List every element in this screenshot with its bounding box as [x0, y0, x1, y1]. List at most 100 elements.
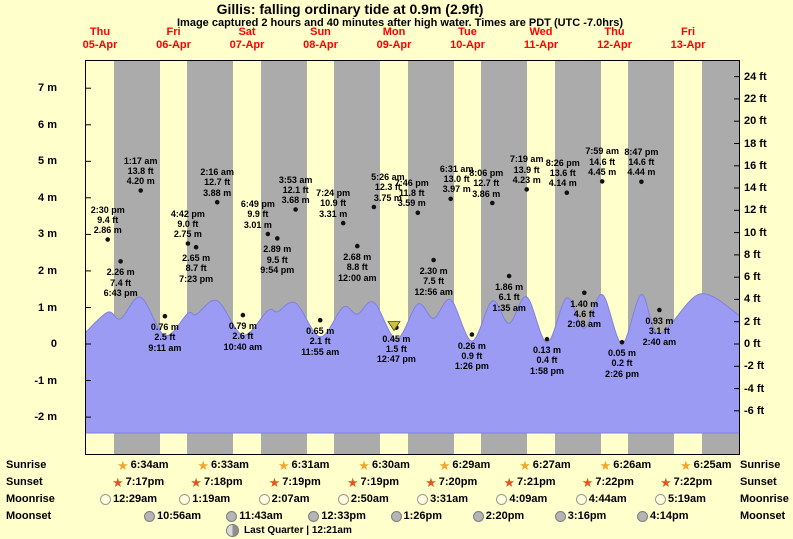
moonrise-icon — [575, 494, 587, 505]
tide-label-line2: 9.9 ft — [247, 209, 269, 220]
meter-tick-label: 3 m — [38, 228, 57, 241]
tide-label-line1: 1.40 m — [570, 298, 599, 309]
moonset-time-text: 10:56am — [157, 510, 202, 522]
tide-label-line3: 4.20 m — [126, 176, 155, 187]
tide-label-line2: 2.5 ft — [154, 332, 176, 343]
sunset-row-label-right: Sunset — [740, 476, 777, 488]
moonset-time: 3:16pm — [554, 510, 606, 523]
tide-label-line2: 9.4 ft — [97, 214, 119, 225]
feet-tick-label: -6 ft — [744, 404, 765, 417]
moonset-icon — [308, 511, 320, 522]
meter-tick-label: -1 m — [34, 374, 57, 387]
tide-label-line1: 8:26 pm — [545, 157, 580, 168]
tide-label-line2: 12.7 ft — [204, 177, 231, 188]
feet-tick-label: 12 ft — [744, 204, 767, 217]
moonset-time: 12:33pm — [308, 510, 366, 523]
tide-curve — [85, 293, 740, 434]
moonset-time: 1:26pm — [390, 510, 442, 523]
sunset-time: ★ 7:22pm — [660, 476, 712, 489]
tide-point-dot — [275, 236, 280, 241]
tide-point-dot — [506, 273, 512, 279]
feet-tick-label: 0 ft — [744, 338, 761, 350]
sunrise-time-text: 6:34am — [130, 459, 169, 471]
tide-event-label: 2.65 m 8.7 ft 7:23 pm — [162, 253, 230, 284]
tide-label-line3: 4.23 m — [512, 174, 541, 185]
sunset-time-text: 7:17pm — [125, 476, 165, 488]
tide-event-label: 0.79 m 2.6 ft 10:40 am — [209, 321, 277, 352]
sunrise-time-text: 6:27am — [532, 459, 571, 471]
tide-point-dot — [162, 313, 168, 319]
tide-label-line3: 10:40 am — [223, 341, 263, 352]
tide-point-dot — [185, 241, 191, 246]
day-of-week: Tue — [458, 26, 477, 38]
tide-event-label: 2.30 m 7.5 ft 12:56 am — [400, 266, 468, 297]
sunrise-time: ★ 6:34am — [117, 459, 169, 472]
day-date: 10-Apr — [450, 39, 485, 51]
tide-label-line2: 12.1 ft — [282, 184, 309, 195]
sunrise-time-text: 6:29am — [452, 459, 491, 471]
moonset-time: 10:56am — [144, 510, 201, 523]
sunrise-time: ★ 6:33am — [197, 459, 249, 472]
tide-event-label: 4:42 pm 9.0 ft 2.75 m — [154, 209, 222, 240]
tide-label-line1: 4:42 pm — [170, 208, 205, 219]
tide-point-dot — [371, 204, 377, 210]
sunset-time-text: 7:22pm — [673, 476, 713, 488]
day-header: Thu 05-Apr — [64, 26, 136, 52]
moonrise-icon — [655, 494, 666, 505]
moonset-row-label-right: Moonset — [740, 510, 786, 522]
last-quarter-moon-icon — [226, 524, 239, 537]
feet-tick-label: 6 ft — [744, 271, 761, 284]
tide-point-dot — [564, 190, 570, 195]
sunset-time-text: 7:22pm — [595, 476, 634, 488]
moonrise-icon — [258, 494, 270, 505]
meter-tick-label: 7 m — [38, 82, 57, 95]
sunrise-star-icon: ★ — [358, 458, 370, 473]
sunset-row-label-left: Sunset — [6, 476, 43, 488]
tide-label-line3: 1:26 pm — [454, 361, 489, 372]
moonset-time-text: 4:14pm — [650, 510, 689, 522]
sunset-time: ★ 7:20pm — [425, 476, 477, 489]
moonset-time-text: 11:43am — [239, 510, 283, 522]
tide-point-dot — [340, 220, 346, 226]
tide-label-line3: 2.86 m — [93, 225, 122, 236]
day-date: 08-Apr — [303, 39, 338, 51]
moonset-icon — [554, 511, 566, 522]
day-of-week: Fri — [680, 26, 696, 38]
sunset-star-icon: ★ — [425, 475, 437, 490]
moonset-icon — [226, 511, 238, 522]
moonrise-row-label-left: Moonrise — [6, 493, 55, 505]
tide-label-line2: 13.9 ft — [513, 164, 540, 175]
day-of-week: Wed — [529, 26, 553, 38]
tide-event-label: 7:46 pm 11.8 ft 3.59 m — [378, 178, 446, 209]
tide-point-dot — [214, 199, 220, 205]
tide-label-line1: 7:24 pm — [316, 188, 351, 199]
moonrise-time: 3:31am — [417, 493, 468, 506]
tide-label-line3: 4.45 m — [588, 166, 617, 177]
tide-point-dot — [639, 179, 644, 185]
feet-tick-label: 16 ft — [744, 159, 767, 172]
moonrise-time-text: 4:09am — [509, 493, 548, 505]
tide-point-dot — [619, 339, 625, 345]
tide-event-label: 2.89 m 9.5 ft 9:54 pm — [243, 244, 311, 275]
day-of-week: Thu — [604, 26, 625, 38]
tide-event-label: 1:17 am 13.8 ft 4.20 m — [107, 156, 175, 187]
feet-tick-label: 18 ft — [744, 137, 767, 150]
sunset-star-icon: ★ — [503, 475, 516, 490]
sunrise-time: ★ 6:30am — [358, 459, 410, 472]
tide-label-line3: 4.14 m — [548, 178, 577, 189]
tide-point-dot — [544, 336, 550, 342]
sunrise-star-icon: ★ — [438, 458, 451, 473]
tide-point-dot — [317, 317, 323, 323]
tide-point-dot — [415, 210, 421, 216]
tide-point-dot — [582, 290, 587, 296]
tide-event-label: 0.76 m 2.5 ft 9:11 am — [131, 322, 199, 353]
tide-label-line1: 2.65 m — [182, 253, 211, 264]
tide-label-line1: 2:30 pm — [90, 204, 125, 215]
sunset-time-text: 7:21pm — [517, 476, 556, 488]
tide-label-line2: 9.5 ft — [266, 254, 288, 265]
moonset-time-text: 2:20pm — [485, 510, 525, 522]
tide-label-line2: 7.5 ft — [423, 276, 445, 287]
tide-label-line3: 2:40 am — [642, 336, 677, 347]
moonrise-time: 4:09am — [496, 493, 547, 506]
tide-label-line2: 13.6 ft — [549, 167, 576, 178]
